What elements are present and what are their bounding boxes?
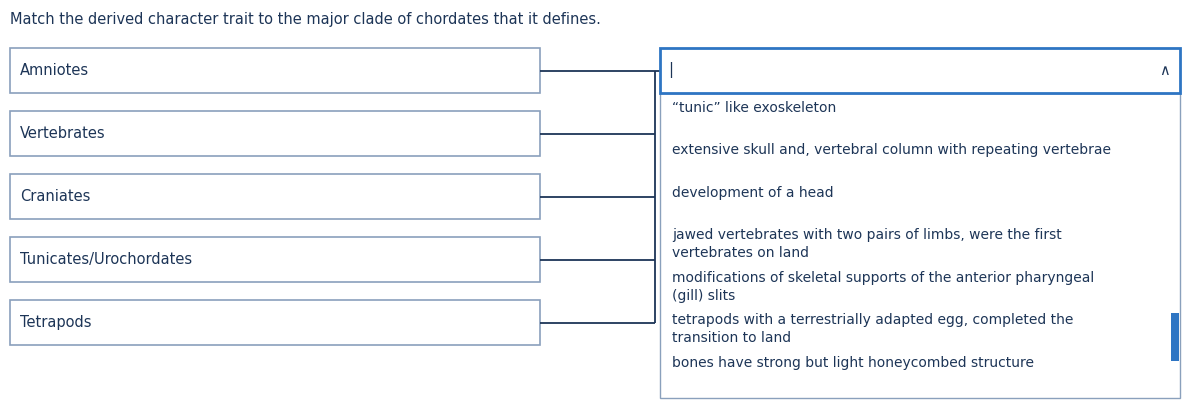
Text: Amniotes: Amniotes — [20, 63, 89, 78]
Text: Craniates: Craniates — [20, 189, 90, 204]
Bar — [1171, 313, 1178, 361]
Bar — [10, 300, 540, 345]
Text: Vertebrates: Vertebrates — [20, 126, 106, 141]
Text: ∧: ∧ — [1159, 63, 1169, 78]
Text: bones have strong but light honeycombed structure: bones have strong but light honeycombed … — [672, 356, 1034, 370]
Bar — [660, 93, 1180, 398]
Bar — [660, 48, 1180, 93]
Text: development of a head: development of a head — [672, 186, 834, 200]
Text: jawed vertebrates with two pairs of limbs, were the first
vertebrates on land: jawed vertebrates with two pairs of limb… — [672, 228, 1062, 260]
Text: |: | — [668, 63, 673, 79]
Text: Match the derived character trait to the major clade of chordates that it define: Match the derived character trait to the… — [10, 12, 601, 27]
Text: Tunicates/Urochordates: Tunicates/Urochordates — [20, 252, 192, 267]
Bar — [10, 174, 540, 219]
Bar — [10, 48, 540, 93]
Text: modifications of skeletal supports of the anterior pharyngeal
(gill) slits: modifications of skeletal supports of th… — [672, 271, 1094, 303]
Text: extensive skull and, vertebral column with repeating vertebrae: extensive skull and, vertebral column wi… — [672, 144, 1111, 158]
Text: tetrapods with a terrestrially adapted egg, completed the
transition to land: tetrapods with a terrestrially adapted e… — [672, 313, 1073, 345]
Bar — [10, 237, 540, 282]
Bar — [10, 111, 540, 156]
Text: Tetrapods: Tetrapods — [20, 315, 91, 330]
Text: “tunic” like exoskeleton: “tunic” like exoskeleton — [672, 101, 836, 115]
